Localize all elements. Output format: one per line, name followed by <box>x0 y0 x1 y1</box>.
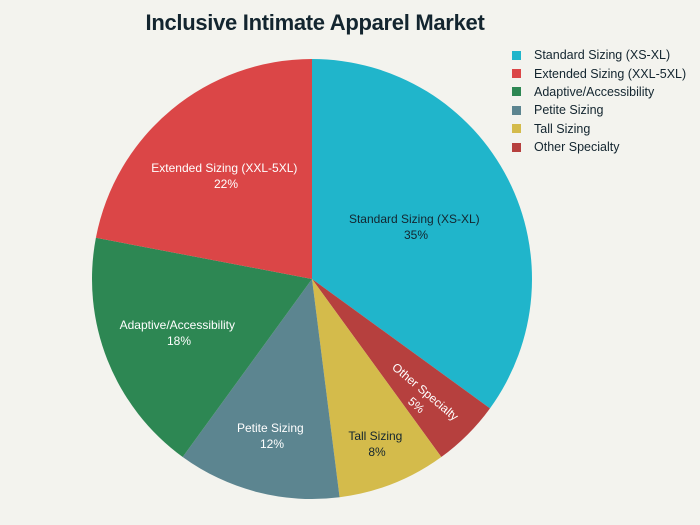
pie-slice-standard-sizing-xs-xl[interactable] <box>312 59 532 409</box>
legend-item-petite[interactable]: Petite Sizing <box>512 101 686 119</box>
legend-label: Petite Sizing <box>534 103 604 118</box>
pie-slice-petite-sizing[interactable] <box>182 279 340 499</box>
legend-swatch <box>512 142 521 152</box>
legend-item-other-specialty[interactable]: Other Specialty <box>512 138 686 156</box>
pie-slices <box>92 59 532 499</box>
slice-label-adaptive: Adaptive/Accessibility 18% <box>120 318 239 348</box>
slice-label-tall: Tall Sizing 8% <box>348 429 405 459</box>
legend-item-extended[interactable]: Extended Sizing (XXL-5XL) <box>512 64 686 82</box>
legend-label: Tall Sizing <box>534 121 591 136</box>
slice-label-standard: Standard Sizing (XS-XL) 35% <box>349 212 483 242</box>
legend-swatch <box>512 124 521 134</box>
legend-swatch <box>512 50 521 60</box>
slice-label-extended: Extended Sizing (XXL-5XL) 22% <box>151 161 300 191</box>
slice-label-petite: Petite Sizing 12% <box>237 421 307 451</box>
pie-slice-tall-sizing[interactable] <box>312 279 442 498</box>
legend-label: Extended Sizing (XXL-5XL) <box>534 66 687 81</box>
legend-swatch <box>512 69 521 79</box>
chart-title: Inclusive Intimate Apparel Market <box>145 10 485 35</box>
legend: Standard Sizing (XS-XL) Extended Sizing … <box>512 46 686 156</box>
legend-label: Adaptive/Accessibility <box>534 84 655 99</box>
legend-label: Standard Sizing (XS-XL) <box>534 48 671 63</box>
pie-slice-other-specialty[interactable] <box>312 279 490 457</box>
pie-slice-adaptive-accessibility[interactable] <box>92 237 312 457</box>
legend-label: Other Specialty <box>534 140 620 155</box>
legend-item-tall[interactable]: Tall Sizing <box>512 120 686 138</box>
legend-swatch <box>512 105 521 115</box>
pie-slice-extended-sizing-xxl-5xl[interactable] <box>95 59 312 279</box>
legend-swatch <box>512 87 521 97</box>
legend-item-adaptive[interactable]: Adaptive/Accessibility <box>512 83 686 101</box>
legend-item-standard[interactable]: Standard Sizing (XS-XL) <box>512 46 686 64</box>
